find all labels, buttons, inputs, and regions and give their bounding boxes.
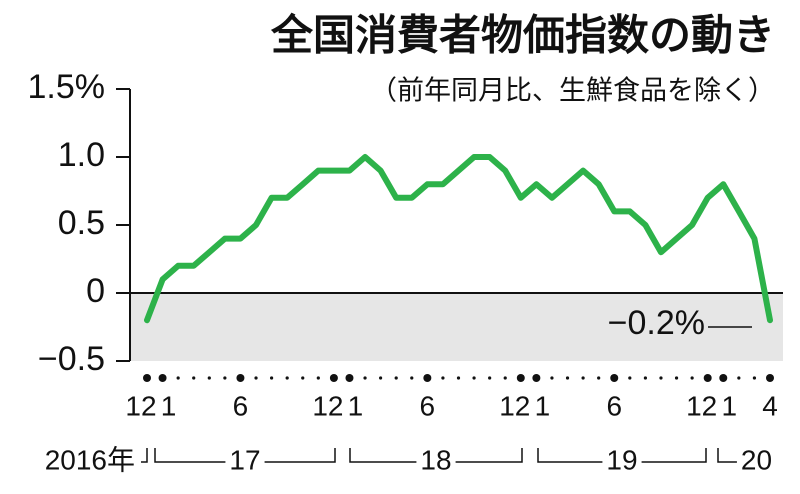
month-dot (516, 374, 525, 382)
month-dot (581, 376, 585, 380)
month-dot (363, 376, 367, 380)
year-bracket (717, 448, 737, 463)
month-dot (719, 374, 728, 382)
month-dot (703, 374, 712, 382)
year-label: 17 (229, 444, 260, 475)
x-tick-label: 12 (125, 390, 156, 421)
month-dot (192, 376, 196, 380)
month-dot (301, 376, 305, 380)
month-dot (207, 376, 211, 380)
year-label: 18 (420, 444, 451, 475)
year-bracket (641, 448, 707, 463)
month-dot (394, 376, 398, 380)
month-dot (659, 376, 663, 380)
month-dot (597, 376, 601, 380)
data-line (144, 154, 773, 324)
x-tick-label: 6 (420, 390, 436, 421)
y-tick-label: −0.5 (38, 340, 105, 378)
month-dot (737, 376, 741, 380)
month-dot (329, 374, 338, 382)
x-tick-label: 6 (606, 390, 622, 421)
year-bracket (537, 448, 603, 463)
month-dot (158, 374, 167, 382)
month-dot (410, 376, 414, 380)
year-label: 2016年 (45, 444, 135, 475)
month-dot (532, 374, 541, 382)
month-dot (550, 376, 554, 380)
chart-subtitle: （前年同月比、生鮮食品を除く） (370, 76, 775, 107)
y-tick-label: 1.5% (28, 68, 106, 106)
month-dot (254, 376, 258, 380)
year-bracket (455, 448, 523, 463)
x-tick-label: 4 (762, 390, 778, 421)
month-dot (270, 376, 274, 380)
y-tick-label: 0 (86, 272, 105, 310)
month-dot (316, 376, 320, 380)
month-dot (503, 376, 507, 380)
month-dot (610, 374, 619, 382)
y-tick-label: 0.5 (58, 204, 105, 242)
month-dot (472, 376, 476, 380)
month-dot (752, 376, 757, 380)
month-dot (766, 374, 774, 382)
x-tick-label: 12 (686, 390, 717, 421)
month-dot (176, 376, 180, 380)
negative-area (130, 293, 783, 361)
month-dot (674, 376, 679, 380)
month-dot (285, 376, 289, 380)
month-dot (643, 376, 648, 380)
month-dot (690, 376, 694, 380)
month-dot (423, 374, 432, 382)
x-tick-label: 6 (233, 390, 249, 421)
year-bracket (264, 448, 336, 463)
month-dot (143, 374, 151, 382)
x-tick-label: 1 (348, 390, 364, 421)
year-label: 20 (741, 444, 772, 475)
year-bracket (154, 448, 226, 463)
month-dot (456, 376, 461, 380)
x-tick-label: 1 (721, 390, 737, 421)
chart-title: 全国消費者物価指数の動き (270, 11, 775, 60)
month-dot (628, 376, 632, 380)
x-tick-label: 12 (499, 390, 530, 421)
month-dot (345, 374, 354, 382)
year-bracket (141, 448, 148, 463)
y-tick-label: 1.0 (58, 136, 105, 174)
year-label: 19 (606, 444, 637, 475)
month-dot (488, 376, 492, 380)
month-dot (236, 374, 245, 382)
month-dot (223, 376, 227, 380)
month-dot (379, 376, 383, 380)
x-tick-label: 1 (535, 390, 551, 421)
month-dot (565, 376, 570, 380)
x-tick-label: 12 (312, 390, 343, 421)
month-dot (441, 376, 445, 380)
year-bracket (349, 448, 417, 463)
annotation: −0.2% (608, 304, 705, 342)
x-tick-label: 1 (161, 390, 177, 421)
